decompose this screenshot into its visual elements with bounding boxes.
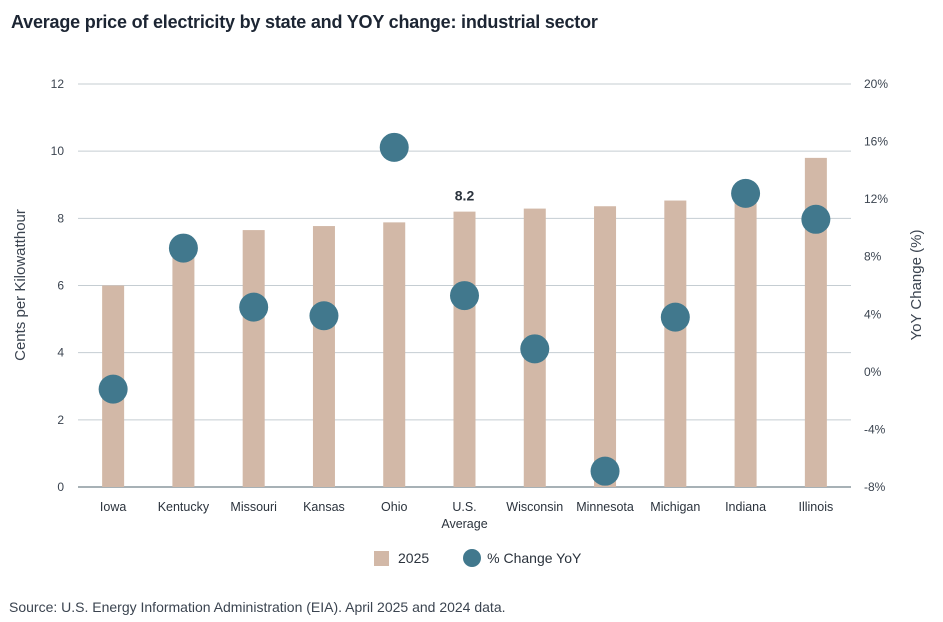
y-tick-label: 10 [51,144,65,158]
y-axis-title: Cents per Kilowatthour [12,209,29,361]
y2-tick-label: 4% [864,307,882,321]
legend-bar-swatch [374,550,389,566]
x-tick-label: U.S. [452,500,476,514]
y2-tick-label: -8% [864,480,886,494]
y2-tick-label: 12% [864,192,888,206]
legend-dot-swatch [463,549,482,567]
bars [102,157,827,487]
bar [242,230,265,487]
bar [383,222,406,487]
dot [450,281,479,311]
x-tick-label: Indiana [725,500,766,514]
y-tick-label: 12 [51,77,65,91]
y2-tick-label: 16% [864,135,888,149]
y-tick-label: 6 [57,279,64,293]
bar [664,200,687,487]
dot [379,132,409,162]
y2-tick-label: -4% [864,422,886,436]
x-tick-label: Wisconsin [506,500,563,514]
chart-title: Average price of electricity by state an… [11,12,598,32]
x-tick-label: Minnesota [576,500,634,514]
y-axis-ticks: 0 2 4 6 8 10 12 [51,77,65,494]
y-tick-label: 8 [57,211,64,225]
dot [239,292,269,322]
x-tick-label: Kansas [303,500,345,514]
data-labels: 8.2 [455,188,475,204]
source-note: Source: U.S. Energy Information Administ… [9,599,506,615]
y2-tick-label: 0% [864,365,882,379]
y2-tick-label: 8% [864,250,882,264]
bar [594,206,617,487]
dot [731,178,761,208]
data-label: 8.2 [455,188,475,204]
y-tick-label: 2 [57,413,64,427]
dots [98,132,831,486]
category-labels: Iowa Kentucky Missouri Kansas Ohio U.S. Averag… [100,500,833,531]
x-tick-label: Michigan [650,500,700,514]
dot [309,301,339,331]
bar [453,211,476,487]
x-tick-label: Average [441,517,487,531]
y-tick-label: 0 [57,480,64,494]
legend: 2025 % Change YoY [374,549,581,567]
dot [98,374,128,404]
legend-dot-label: % Change YoY [487,550,582,566]
y-tick-label: 4 [57,346,64,360]
x-tick-label: Illinois [798,500,833,514]
y2-axis-ticks: -8% -4% 0% 4% 8% 12% 16% 20% [864,77,888,494]
bar [734,191,757,487]
dot [801,204,831,234]
x-tick-label: Missouri [230,500,277,514]
dot [590,456,620,486]
x-tick-label: Ohio [381,500,407,514]
y2-tick-label: 20% [864,77,888,91]
legend-bar-label: 2025 [398,550,430,566]
bar [172,248,195,487]
dot [168,233,198,263]
x-tick-label: Iowa [100,500,126,514]
bar [312,226,335,487]
x-tick-label: Kentucky [158,500,210,514]
y2-axis-title: YoY Change (%) [908,230,925,341]
bar [804,157,827,487]
dot [520,334,550,364]
dot [660,302,690,332]
